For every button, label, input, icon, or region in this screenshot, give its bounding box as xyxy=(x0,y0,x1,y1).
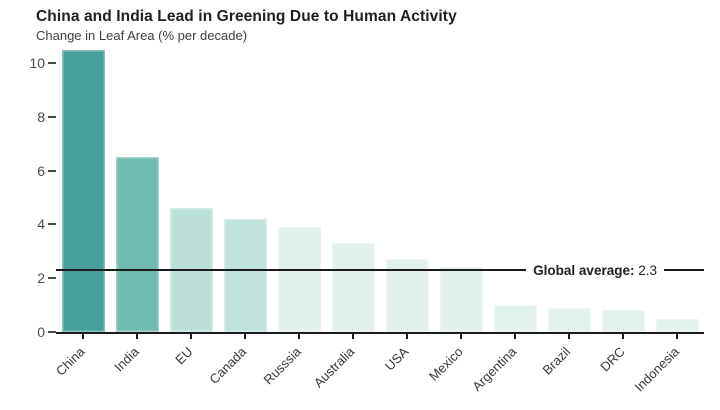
x-axis-tick xyxy=(568,334,570,339)
x-axis-label-text: USA xyxy=(382,344,412,374)
bar-canada xyxy=(223,219,267,332)
x-axis-tick xyxy=(136,334,138,339)
bar-australia xyxy=(331,243,375,332)
x-axis-label-text: Indonesia xyxy=(631,344,682,395)
y-axis-tick-label: 2 xyxy=(37,270,45,287)
x-axis-tick xyxy=(190,334,192,339)
y-axis-tick-label: 10 xyxy=(29,55,45,71)
bar-drc xyxy=(601,310,645,332)
x-axis-tick xyxy=(622,334,624,339)
global-average-line: Global average: 2.3 xyxy=(56,260,704,280)
x-axis-line xyxy=(56,332,704,334)
x-axis-label-text: Brazil xyxy=(540,344,574,378)
y-axis-tick-mark xyxy=(48,169,56,172)
global-average-line-segment xyxy=(664,269,704,272)
y-axis-tick-mark xyxy=(48,62,56,64)
bar-mexico xyxy=(439,267,483,332)
bar-indonesia xyxy=(655,318,699,332)
y-axis-tick-mark xyxy=(48,223,56,226)
global-average-label: Global average: 2.3 xyxy=(533,263,657,278)
x-axis-tick xyxy=(82,334,84,339)
bar-china xyxy=(61,49,105,332)
x-axis-tick xyxy=(514,334,516,339)
bar-argentina xyxy=(493,305,537,332)
y-axis-tick-label: 4 xyxy=(37,216,45,233)
bar-brazil xyxy=(547,307,591,332)
bar-india xyxy=(115,157,159,332)
x-axis-label-text: Russsia xyxy=(260,344,304,388)
chart-title: China and India Lead in Greening Due to … xyxy=(36,8,457,25)
y-axis-tick-mark xyxy=(48,277,56,280)
x-axis-tick xyxy=(676,334,678,339)
x-axis-label-text: EU xyxy=(172,344,196,368)
x-axis-label-text: Australia xyxy=(311,344,358,391)
bar-russsia xyxy=(277,227,321,332)
y-axis-tick-label: 0 xyxy=(37,324,45,340)
y-axis-tick-mark xyxy=(48,115,56,118)
x-axis-tick xyxy=(460,334,462,339)
x-axis-tick xyxy=(298,334,300,339)
bar-usa xyxy=(385,259,429,332)
x-axis-tick xyxy=(244,334,246,339)
x-axis-label-text: DRC xyxy=(597,344,628,375)
x-axis-tick xyxy=(406,334,408,339)
x-axis-tick xyxy=(352,334,354,339)
global-average-value: 2.3 xyxy=(638,262,657,278)
y-axis-tick-mark xyxy=(48,331,56,333)
x-axis-label-text: China xyxy=(52,344,88,379)
x-axis-label-text: Argentina xyxy=(469,344,520,394)
x-axis-label-text: Canada xyxy=(206,344,250,387)
chart-subtitle: Change in Leaf Area (% per decade) xyxy=(36,28,248,43)
global-average-label-text: Global average: xyxy=(533,262,639,278)
global-average-line-segment xyxy=(56,269,527,272)
y-axis-tick-label: 6 xyxy=(37,162,45,179)
x-axis-label-text: India xyxy=(111,344,142,375)
y-axis-tick-label: 8 xyxy=(37,108,45,125)
x-axis-label-text: Mexico xyxy=(425,344,466,384)
